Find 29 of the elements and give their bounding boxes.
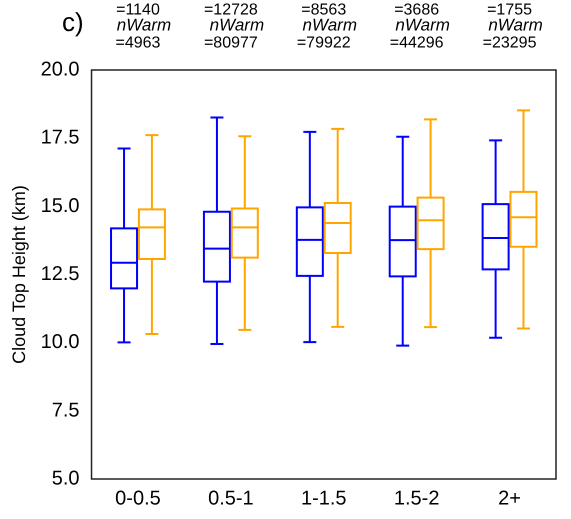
x-tick-label: 0-0.5 xyxy=(115,488,161,510)
y-tick-label: 12.5 xyxy=(40,263,80,286)
text: =4963 xyxy=(116,34,161,52)
y-tick-label: 10.0 xyxy=(40,331,80,354)
text: =8563 xyxy=(301,1,346,18)
text: =3686 xyxy=(394,1,440,18)
text: =23295 xyxy=(482,34,537,52)
y-tick-label: 7.5 xyxy=(52,399,80,422)
text: =1140 xyxy=(116,1,160,18)
text: =80977 xyxy=(204,34,258,52)
x-tick-label: 2+ xyxy=(498,488,521,510)
y-tick-label: 15.0 xyxy=(40,194,80,217)
text: nWarm xyxy=(395,16,450,35)
text: =1755 xyxy=(487,1,532,18)
y-tick-label: 5.0 xyxy=(52,468,80,490)
text: nWarm xyxy=(210,16,264,35)
text: c) xyxy=(62,7,84,38)
text: =12728 xyxy=(204,1,258,18)
y-tick-label: 17.5 xyxy=(40,126,80,149)
text: nWarm xyxy=(302,16,358,35)
y-tick-label: 20.0 xyxy=(40,58,80,81)
text: nWarm xyxy=(488,16,543,35)
text: =44296 xyxy=(390,34,444,52)
x-tick-label: 1.5-2 xyxy=(394,488,440,510)
x-tick-label: 0.5-1 xyxy=(208,488,254,510)
text: nWarm xyxy=(116,16,172,35)
y-axis-title: Cloud Top Height (km) xyxy=(8,185,29,364)
x-tick-label: 1-1.5 xyxy=(300,488,347,510)
text: =79922 xyxy=(296,34,351,52)
